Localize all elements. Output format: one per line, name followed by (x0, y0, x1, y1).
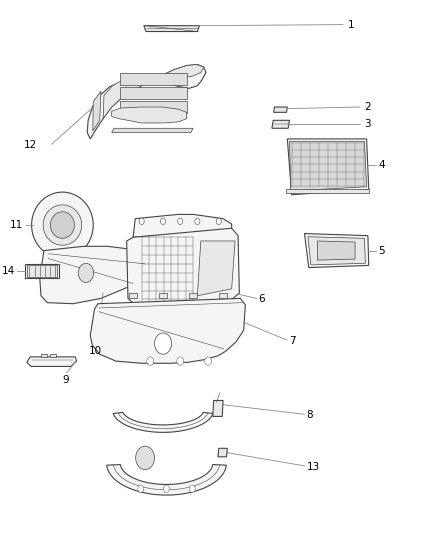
Circle shape (147, 357, 154, 366)
Text: 3: 3 (364, 119, 371, 129)
Text: 2: 2 (364, 102, 371, 112)
Text: 5: 5 (378, 246, 385, 255)
Text: 8: 8 (307, 410, 313, 421)
Polygon shape (112, 128, 193, 133)
Polygon shape (112, 107, 187, 123)
Text: 11: 11 (9, 220, 23, 230)
Polygon shape (219, 293, 227, 298)
Polygon shape (133, 214, 232, 237)
Polygon shape (286, 189, 369, 193)
Text: 9: 9 (63, 375, 69, 385)
Polygon shape (113, 413, 213, 432)
Circle shape (189, 485, 195, 492)
Polygon shape (49, 354, 56, 357)
Polygon shape (290, 142, 367, 191)
Polygon shape (308, 237, 365, 265)
Polygon shape (40, 246, 150, 304)
Circle shape (177, 357, 184, 366)
Circle shape (139, 218, 144, 224)
Polygon shape (144, 26, 200, 31)
Polygon shape (32, 192, 93, 258)
Polygon shape (213, 400, 223, 416)
Text: 7: 7 (289, 336, 295, 346)
Circle shape (78, 263, 94, 282)
Polygon shape (120, 101, 187, 114)
Polygon shape (120, 73, 187, 85)
Polygon shape (107, 465, 226, 495)
Polygon shape (318, 241, 355, 260)
Polygon shape (129, 293, 138, 298)
Polygon shape (90, 298, 245, 364)
Polygon shape (87, 64, 206, 139)
Polygon shape (93, 91, 101, 131)
Circle shape (216, 218, 221, 224)
Polygon shape (41, 354, 47, 357)
Polygon shape (43, 205, 82, 245)
Polygon shape (287, 139, 369, 195)
Polygon shape (27, 357, 77, 367)
Text: 10: 10 (89, 346, 102, 356)
Polygon shape (127, 228, 239, 305)
Text: 14: 14 (2, 266, 15, 276)
Circle shape (163, 485, 170, 492)
Polygon shape (50, 212, 74, 238)
Circle shape (195, 218, 200, 224)
Polygon shape (103, 64, 204, 119)
Polygon shape (218, 448, 227, 457)
Polygon shape (159, 293, 167, 298)
Polygon shape (198, 241, 235, 296)
Circle shape (138, 485, 144, 492)
Polygon shape (25, 264, 60, 278)
Circle shape (205, 357, 212, 366)
Circle shape (155, 333, 172, 354)
Text: 6: 6 (258, 294, 265, 304)
Polygon shape (272, 120, 290, 128)
Text: 1: 1 (347, 20, 354, 30)
Text: 12: 12 (24, 140, 37, 150)
Text: 4: 4 (378, 160, 385, 171)
Polygon shape (304, 233, 369, 268)
Circle shape (136, 446, 155, 470)
Polygon shape (27, 265, 57, 277)
Polygon shape (120, 87, 187, 99)
Circle shape (178, 218, 183, 224)
Text: 13: 13 (307, 463, 320, 472)
Polygon shape (189, 293, 198, 298)
Polygon shape (274, 107, 287, 112)
Circle shape (160, 218, 166, 224)
